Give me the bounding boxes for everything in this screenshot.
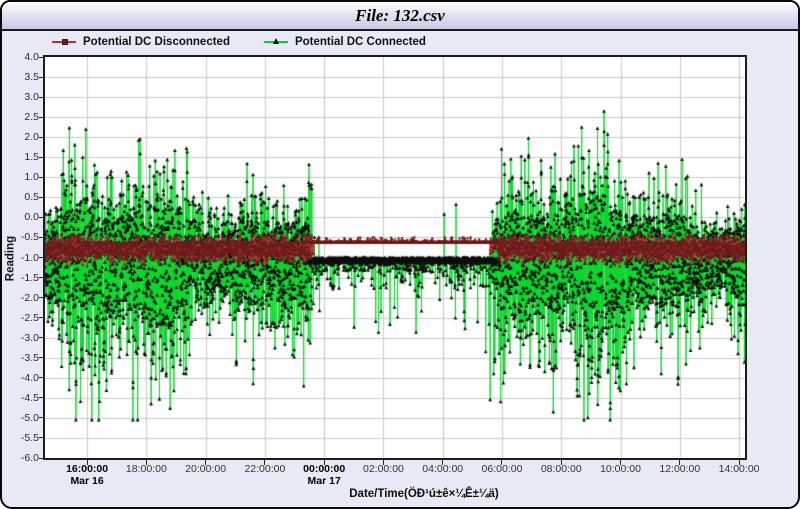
- y-tick-mark: [39, 176, 44, 178]
- y-tick-label: 2.5: [24, 111, 39, 124]
- y-tick-label: 1.0: [24, 171, 39, 184]
- x-tick-mark: [738, 460, 740, 465]
- x-tick-time: 16:00:00: [66, 463, 109, 475]
- x-tick-time: 22:00:00: [244, 463, 286, 475]
- y-tick-label: -1.5: [20, 271, 39, 284]
- x-tick-mark: [145, 460, 147, 465]
- x-tick-mark: [86, 460, 88, 465]
- y-tick-label: 3.0: [24, 91, 39, 104]
- x-tick-date: Mar 17: [307, 475, 341, 487]
- y-tick-mark: [39, 397, 44, 399]
- plot-canvas: [45, 57, 745, 458]
- x-axis-title: Date/Time(ÖÐ¹ú±ê×¼Ê±¼ä): [349, 488, 499, 500]
- y-tick-label: -4.5: [20, 391, 39, 404]
- y-tick-label: 2.0: [24, 131, 39, 144]
- x-tick-time: 20:00:00: [185, 463, 227, 475]
- y-tick-label: -3.5: [20, 351, 39, 364]
- x-tick-mark: [205, 460, 207, 465]
- x-tick-time: 06:00:00: [481, 463, 523, 475]
- y-tick-label: -5.5: [20, 431, 39, 444]
- y-tick-mark: [39, 317, 44, 319]
- legend-label-disconnected: Potential DC Disconnected: [83, 36, 230, 48]
- y-tick-mark: [39, 437, 44, 439]
- legend-item-disconnected: Potential DC Disconnected: [52, 36, 230, 48]
- y-tick-label: -1.0: [20, 251, 39, 264]
- x-tick-mark: [323, 460, 325, 465]
- x-tick-time: 08:00:00: [540, 463, 582, 475]
- y-tick-mark: [39, 277, 44, 279]
- y-tick-label: -5.0: [20, 411, 39, 424]
- y-tick-mark: [39, 337, 44, 339]
- y-tick-mark: [39, 76, 44, 78]
- x-tick-mark: [679, 460, 681, 465]
- y-tick-label: 0.5: [24, 191, 39, 204]
- x-tick-mark: [442, 460, 444, 465]
- x-tick-time: 10:00:00: [600, 463, 641, 475]
- x-tick-mark: [382, 460, 384, 465]
- y-tick-label: 4.0: [24, 51, 39, 63]
- x-tick-time: 04:00:00: [422, 463, 464, 475]
- x-tick-time: 02:00:00: [363, 463, 404, 475]
- y-tick-label: 1.5: [24, 151, 39, 164]
- legend: Potential DC Disconnected Potential DC C…: [52, 36, 426, 48]
- x-tick-mark: [620, 460, 622, 465]
- y-tick-label: -0.5: [20, 231, 39, 244]
- y-tick-label: -2.5: [20, 311, 39, 324]
- y-tick-mark: [39, 96, 44, 98]
- x-tick-time: 12:00:00: [659, 463, 701, 475]
- y-tick-mark: [39, 216, 44, 218]
- y-tick-mark: [39, 236, 44, 238]
- window-title: File: 132.csv: [355, 5, 445, 25]
- legend-item-connected: Potential DC Connected: [263, 36, 426, 48]
- plot-area: [43, 55, 747, 460]
- disconnected-line-marker-icon: [52, 37, 76, 47]
- x-tick-mark: [560, 460, 562, 465]
- y-tick-mark: [39, 156, 44, 158]
- connected-line-marker-icon: [263, 37, 288, 47]
- y-tick-mark: [39, 56, 44, 58]
- x-tick-date: Mar 16: [70, 475, 104, 487]
- y-tick-mark: [39, 357, 44, 359]
- x-tick-mark: [501, 460, 503, 465]
- x-tick-time: 00:00:00: [303, 463, 346, 475]
- y-tick-label: 0.0: [24, 211, 39, 224]
- y-tick-mark: [39, 297, 44, 299]
- y-tick-mark: [39, 257, 44, 258]
- x-tick-time: 18:00:00: [125, 463, 167, 475]
- y-tick-label: -3.0: [20, 331, 39, 344]
- y-tick-mark: [39, 136, 44, 138]
- y-tick-label: -2.0: [20, 291, 39, 304]
- y-tick-mark: [39, 417, 44, 419]
- y-tick-mark: [39, 116, 44, 118]
- y-tick-label: 3.5: [24, 71, 39, 84]
- x-tick-mark: [264, 460, 266, 465]
- y-tick-label: -4.0: [20, 371, 39, 384]
- y-tick-label: -6.0: [20, 452, 39, 464]
- y-tick-mark: [39, 377, 44, 379]
- x-tick-time: 14:00:00: [718, 463, 760, 475]
- title-bar: File: 132.csv: [2, 2, 798, 31]
- legend-label-connected: Potential DC Connected: [294, 36, 426, 48]
- y-tick-mark: [39, 457, 44, 459]
- y-tick-mark: [39, 196, 44, 198]
